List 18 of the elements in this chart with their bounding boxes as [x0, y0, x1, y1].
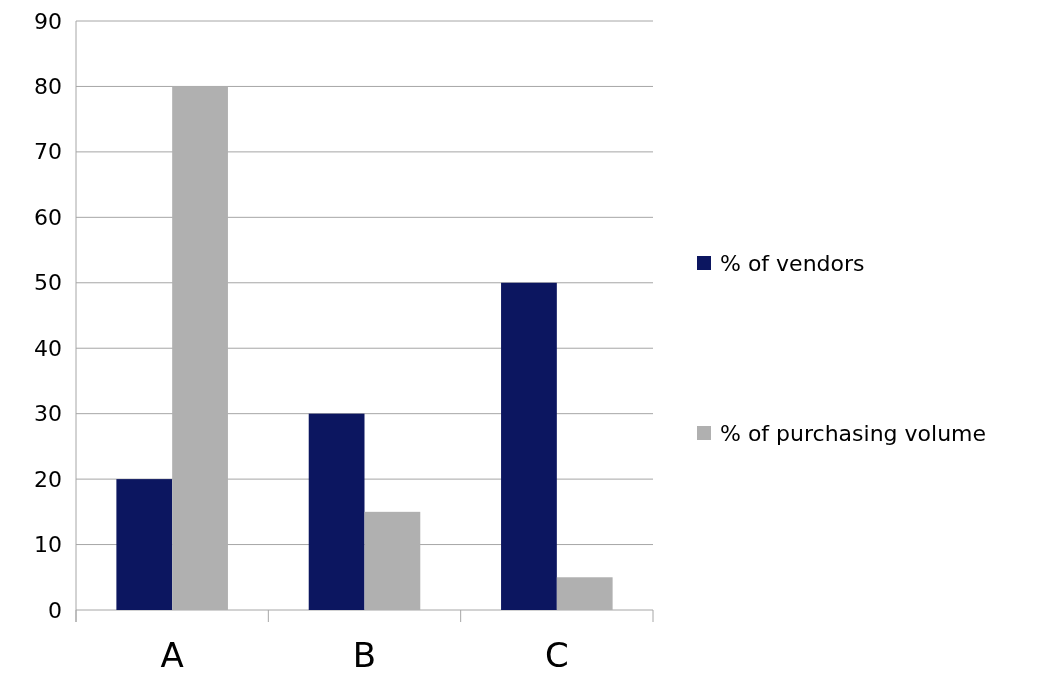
bar	[116, 479, 173, 610]
y-tick-label: 40	[34, 335, 62, 361]
bar	[501, 282, 557, 610]
y-tick-label: 50	[34, 270, 62, 296]
y-tick-label: 10	[34, 532, 62, 558]
y-tick-label: 0	[48, 597, 62, 623]
legend-label: % of vendors	[720, 250, 865, 276]
x-tick-label: C	[544, 635, 569, 675]
x-tick-label: A	[160, 635, 184, 675]
y-tick-label: 80	[34, 73, 62, 99]
y-tick-label: 30	[34, 401, 62, 427]
legend-label: % of purchasing volume	[720, 420, 987, 446]
y-tick-label: 90	[34, 8, 62, 34]
y-tick-label: 60	[34, 204, 62, 230]
y-tick-label: 20	[34, 466, 62, 492]
bar	[308, 413, 365, 610]
x-tick-label: B	[352, 635, 377, 675]
y-tick-label: 70	[34, 139, 62, 165]
